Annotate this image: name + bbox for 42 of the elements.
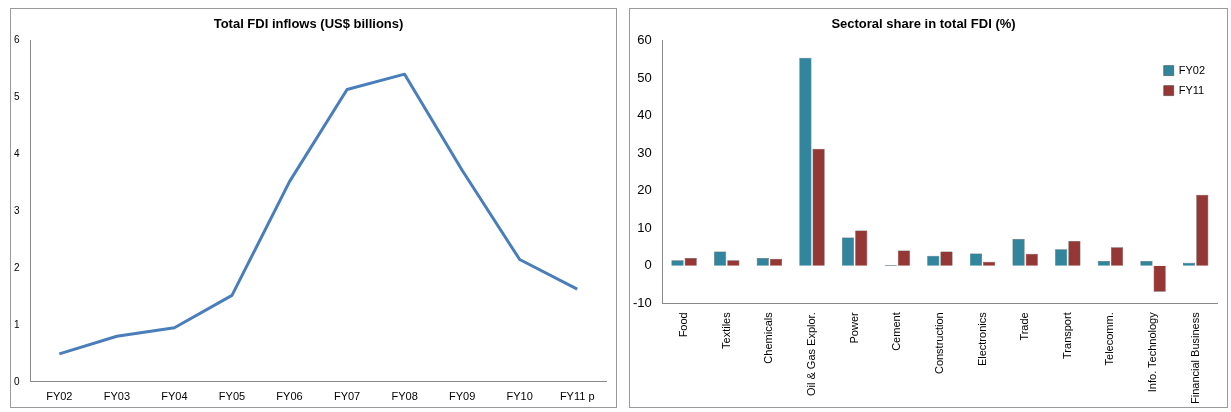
x-tick-label: Transport (1060, 312, 1073, 359)
x-tick-label: Food (677, 312, 690, 338)
y-tick-label: 0 (14, 375, 20, 387)
y-tick-label: -10 (632, 294, 652, 310)
x-tick-label: Electronics (975, 311, 988, 367)
chart-title: Total FDI inflows (US$ billions) (213, 16, 404, 32)
y-tick-label: 2 (14, 261, 20, 273)
legend-label: FY02 (1178, 63, 1206, 76)
y-tick-label: 20 (637, 182, 652, 198)
y-tick-label: 50 (637, 69, 652, 85)
x-tick-label: FY02 (46, 390, 73, 403)
y-tick-label: 40 (637, 107, 652, 123)
y-tick-label: 10 (637, 219, 652, 235)
x-tick-label: Construction (932, 312, 945, 375)
x-tick-label: FY04 (161, 390, 188, 403)
x-tick-label: Trade (1018, 312, 1031, 341)
x-tick-label: FY10 (506, 390, 533, 403)
y-tick-label: 60 (637, 32, 652, 48)
y-tick-label: 4 (14, 148, 20, 160)
y-tick-label: 1 (14, 318, 20, 330)
x-tick-label: Info. Technology (1146, 311, 1159, 393)
x-tick-label: FY06 (276, 390, 303, 403)
y-tick-label: 30 (637, 144, 652, 160)
y-tick-label: 3 (14, 204, 20, 216)
x-tick-label: FY05 (218, 390, 246, 403)
x-tick-label: Financial Business (1188, 311, 1201, 405)
x-tick-label: FY11 p (559, 390, 595, 403)
chart-title: Sectoral share in total FDI (%) (831, 16, 1016, 32)
x-tick-label: FY07 (333, 390, 361, 403)
legend-label: FY11 (1178, 83, 1205, 96)
x-tick-label: FY08 (391, 390, 418, 403)
x-tick-label: Textiles (719, 311, 732, 349)
y-tick-label: 6 (14, 34, 20, 46)
y-tick-label: 5 (14, 91, 20, 103)
x-tick-label: Oil & Gas Explor. (805, 312, 818, 397)
x-tick-label: Telecomm. (1103, 312, 1116, 366)
x-tick-label: FY09 (448, 390, 476, 403)
x-tick-label: Chemicals (762, 311, 775, 364)
x-tick-label: FY03 (103, 390, 131, 403)
x-tick-label: Cement (890, 312, 903, 351)
x-tick-label: Power (847, 311, 860, 344)
y-tick-label: 0 (644, 257, 652, 273)
